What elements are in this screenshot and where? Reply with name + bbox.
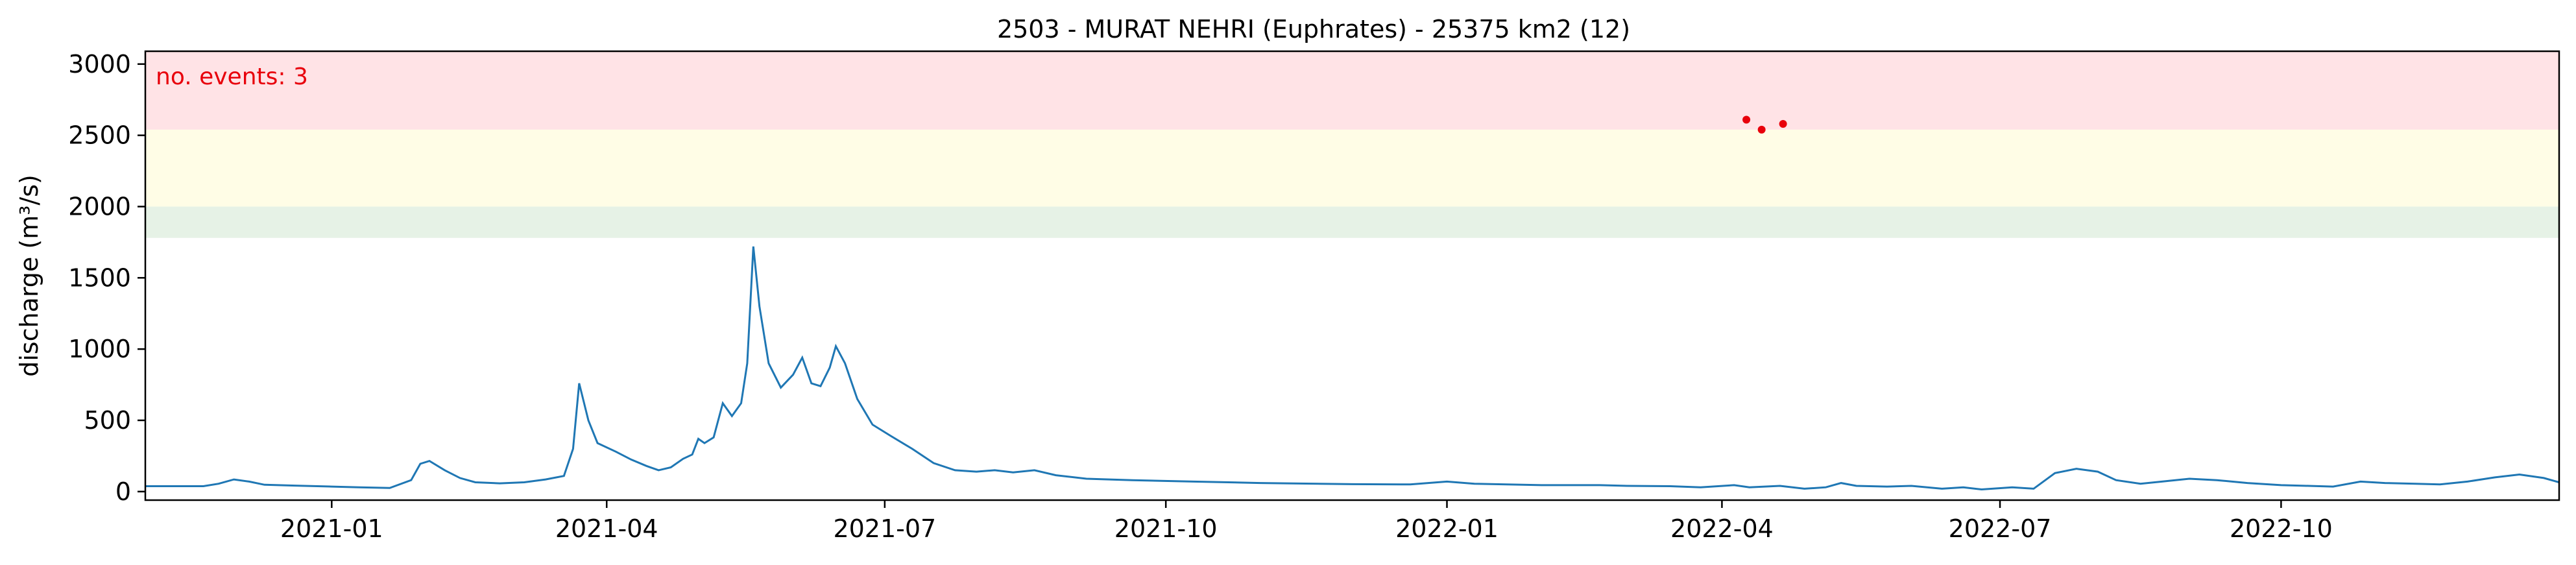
event-marker-1 [1742,115,1751,124]
x-tick-label: 2021-01 [280,514,383,543]
events-count-label: no. events: 3 [156,64,308,90]
y-axis-label: discharge (m³/s) [15,174,43,377]
y-tick-label: 1000 [68,335,131,363]
y-tick-label: 500 [84,406,131,435]
y-axis: 0 500 1000 1500 2000 2500 3000 [68,50,145,506]
x-tick-label: 2022-04 [1670,514,1774,543]
discharge-series-line [145,246,2560,491]
x-tick-label: 2021-10 [1114,514,1218,543]
x-tick-label: 2021-04 [555,514,658,543]
event-marker-3 [1779,120,1787,128]
chart-title: 2503 - MURAT NEHRI (Euphrates) - 25375 k… [997,15,1630,43]
threshold-band-2 [145,129,2559,207]
x-axis: 2021-01 2021-04 2021-07 2021-10 2022-01 2022-… [280,500,2333,543]
threshold-band-3 [145,51,2559,130]
x-tick-label: 2021-07 [833,514,936,543]
y-tick-label: 0 [115,477,131,506]
x-tick-label: 2022-01 [1395,514,1499,543]
plot-frame [144,50,2560,501]
y-tick-label: 2500 [68,121,131,150]
event-markers [1742,115,1787,134]
event-marker-2 [1757,125,1766,134]
y-tick-label: 2000 [68,192,131,221]
threshold-band-1 [145,206,2559,238]
y-tick-label: 1500 [68,263,131,292]
y-tick-label: 3000 [68,50,131,78]
threshold-bands [145,51,2559,238]
x-tick-label: 2022-10 [2230,514,2333,543]
x-tick-label: 2022-07 [1949,514,2052,543]
